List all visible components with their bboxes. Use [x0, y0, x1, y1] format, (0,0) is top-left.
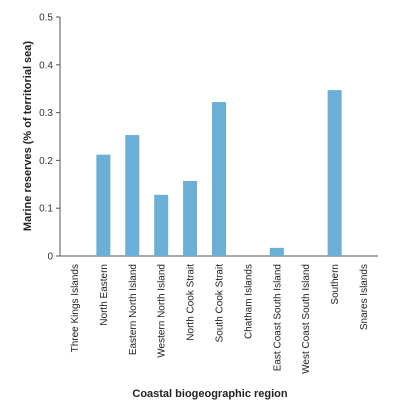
- bar: [327, 90, 342, 256]
- bar: [96, 154, 111, 256]
- x-tick-label: Snares Islands: [359, 264, 370, 330]
- y-tick-label: 0.3: [39, 108, 53, 119]
- x-tick-labels: Three Kings Islands North Eastern Eastern …: [70, 264, 370, 374]
- x-tick-label: South Cook Strait: [215, 264, 226, 343]
- x-tick-label: Eastern North Island: [128, 264, 139, 355]
- bar: [212, 102, 226, 256]
- x-tick-label: Western North Island: [157, 264, 168, 358]
- x-tick-label: North Cook Strait: [186, 264, 197, 341]
- bar: [154, 194, 169, 256]
- bar: [183, 180, 198, 256]
- y-tick-label: 0.5: [39, 13, 53, 24]
- x-tick-label: East Coast South Island: [272, 264, 283, 371]
- x-tick-label: Three Kings Islands: [70, 264, 81, 352]
- y-tick-label: 0.1: [39, 204, 53, 215]
- y-tick-label: 0.4: [39, 60, 53, 71]
- y-axis: 0 0.1 0.2 0.3 0.4 0.5: [39, 13, 378, 263]
- x-tick-label: Chatham Islands: [243, 264, 254, 339]
- x-tick-label: West Coast South Island: [301, 264, 312, 374]
- bars: [96, 90, 342, 256]
- x-axis-title: Coastal biogeographic region: [132, 388, 288, 400]
- x-tick-label: North Eastern: [99, 264, 110, 326]
- bar: [125, 135, 140, 256]
- y-tick-label: 0: [47, 252, 53, 263]
- y-tick-label: 0.2: [39, 156, 53, 167]
- bar: [269, 247, 284, 256]
- y-axis-title: Marine reserves (% of territorial sea): [22, 41, 34, 231]
- x-tick-label: Southern: [330, 264, 341, 305]
